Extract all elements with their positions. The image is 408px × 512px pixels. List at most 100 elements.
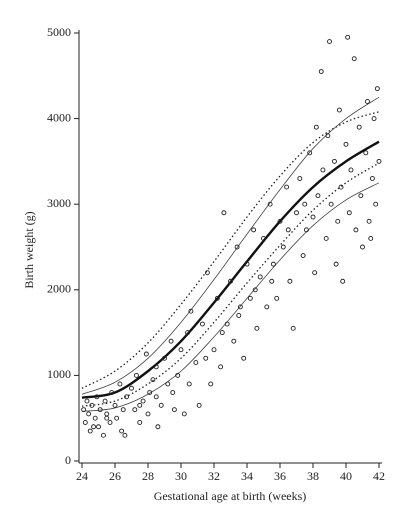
data-point <box>356 124 362 130</box>
data-point <box>251 227 257 233</box>
data-point <box>97 407 103 413</box>
data-point <box>162 355 167 361</box>
data-point <box>328 201 334 207</box>
data-point <box>353 227 359 233</box>
data-point <box>185 330 191 336</box>
data-point <box>261 235 266 241</box>
data-point <box>369 176 375 181</box>
data-point <box>107 420 113 425</box>
data-point <box>155 424 161 430</box>
data-point <box>196 402 202 408</box>
data-point <box>109 390 115 395</box>
data-point <box>327 39 332 45</box>
data-point <box>119 428 125 434</box>
data-point <box>102 398 108 404</box>
x-axis-label: Gestational age at birth (weeks) <box>154 489 307 503</box>
data-point <box>112 402 118 408</box>
data-point <box>211 347 217 353</box>
data-point <box>270 261 276 267</box>
data-point <box>312 270 318 276</box>
data-point <box>335 218 341 224</box>
data-point <box>82 420 88 425</box>
data-point <box>133 372 139 378</box>
data-point <box>358 193 364 199</box>
x-tick-label: 42 <box>373 469 385 483</box>
data-point <box>237 304 243 310</box>
data-point <box>294 210 299 216</box>
data-point <box>91 424 97 430</box>
data-point <box>221 210 227 216</box>
data-point <box>360 244 365 250</box>
data-point <box>244 261 250 267</box>
data-point <box>310 214 316 220</box>
data-point <box>287 278 293 284</box>
data-point <box>345 34 351 40</box>
data-point <box>303 227 309 233</box>
x-tick-label: 26 <box>109 469 121 483</box>
data-point <box>153 394 159 400</box>
data-point <box>346 210 352 216</box>
data-point <box>241 355 247 361</box>
data-point <box>285 227 291 233</box>
data-point <box>92 415 98 421</box>
data-point <box>143 351 149 357</box>
data-point <box>150 377 156 383</box>
data-point <box>300 253 306 259</box>
data-point <box>351 56 357 62</box>
data-point <box>302 201 308 207</box>
data-point <box>122 432 128 438</box>
data-point <box>307 150 313 156</box>
data-point <box>338 184 344 190</box>
data-point <box>373 201 379 207</box>
data-point <box>87 428 93 434</box>
data-point <box>269 278 275 284</box>
y-tick-label: 2000 <box>47 282 71 296</box>
data-point <box>254 325 260 331</box>
data-point <box>290 325 296 331</box>
data-point <box>188 308 194 314</box>
data-point <box>214 295 220 301</box>
data-point <box>236 313 242 318</box>
y-tick-label: 0 <box>65 453 71 467</box>
data-point <box>89 402 95 408</box>
x-tick-label: 24 <box>76 469 88 483</box>
data-point <box>247 295 253 301</box>
data-point <box>81 407 87 413</box>
curve <box>81 140 380 399</box>
data-point <box>374 86 380 92</box>
data-point <box>181 411 187 417</box>
data-point <box>234 244 240 250</box>
curve <box>81 162 380 407</box>
data-point <box>199 321 205 327</box>
x-tick-label: 36 <box>274 469 286 483</box>
data-point <box>137 420 143 425</box>
data-point <box>277 218 283 224</box>
data-point <box>274 295 280 301</box>
data-point <box>257 274 263 280</box>
data-point <box>145 411 151 417</box>
curve <box>81 96 380 395</box>
y-tick-label: 4000 <box>47 110 71 124</box>
data-point <box>175 372 181 378</box>
x-tick-label: 32 <box>208 469 220 483</box>
data-point <box>117 381 123 387</box>
curve <box>81 111 380 389</box>
data-point <box>129 385 134 391</box>
data-point <box>124 394 130 400</box>
x-tick-label: 28 <box>142 469 154 483</box>
data-point <box>158 402 164 408</box>
data-point <box>325 133 331 139</box>
data-point <box>193 360 199 366</box>
data-point <box>178 347 184 353</box>
data-point <box>332 158 337 164</box>
data-point <box>219 330 225 336</box>
data-point <box>284 184 290 190</box>
data-point <box>104 415 110 421</box>
data-point <box>340 278 346 284</box>
x-tick-label: 40 <box>340 469 352 483</box>
data-point <box>86 411 92 417</box>
y-tick-label: 3000 <box>47 196 71 210</box>
data-point <box>96 424 101 430</box>
data-point <box>170 390 176 395</box>
